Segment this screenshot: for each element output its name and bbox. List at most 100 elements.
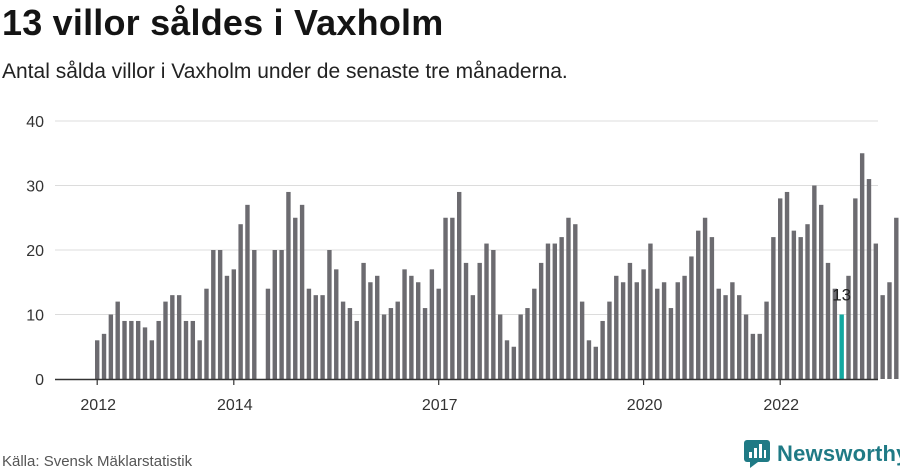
bar bbox=[443, 217, 448, 379]
bar bbox=[279, 250, 284, 379]
bar bbox=[812, 185, 817, 379]
bar bbox=[299, 204, 305, 379]
bar bbox=[286, 191, 291, 379]
bar bbox=[163, 301, 168, 379]
bar bbox=[586, 340, 592, 379]
bar bbox=[784, 191, 790, 379]
bar bbox=[272, 250, 277, 379]
bar bbox=[422, 308, 428, 379]
bar bbox=[620, 282, 626, 379]
bar bbox=[183, 320, 189, 379]
bar bbox=[149, 340, 155, 379]
bar bbox=[778, 198, 783, 379]
bar bbox=[566, 217, 571, 379]
bar bbox=[238, 224, 243, 379]
bar bbox=[859, 153, 865, 379]
bar bbox=[108, 314, 114, 379]
bar bbox=[552, 243, 558, 379]
bar bbox=[497, 314, 503, 379]
y-tick-label: 40 bbox=[26, 114, 44, 131]
bar bbox=[456, 191, 462, 379]
bar bbox=[224, 275, 230, 379]
bar bbox=[866, 179, 872, 379]
bar bbox=[129, 320, 134, 379]
bar bbox=[197, 340, 202, 379]
bar bbox=[142, 327, 148, 379]
bar bbox=[873, 243, 879, 379]
bar bbox=[853, 198, 858, 379]
bar bbox=[340, 301, 346, 379]
bar bbox=[388, 308, 394, 379]
bar bbox=[170, 295, 175, 379]
bar bbox=[518, 314, 523, 379]
bar bbox=[381, 314, 387, 379]
bar bbox=[709, 237, 715, 379]
bar bbox=[545, 243, 551, 379]
y-tick-label: 20 bbox=[26, 243, 44, 260]
bar bbox=[682, 275, 687, 379]
bar bbox=[743, 314, 749, 379]
bar bbox=[327, 250, 332, 379]
bar bbox=[176, 295, 182, 379]
bar bbox=[368, 282, 373, 379]
bar bbox=[361, 262, 366, 379]
bar bbox=[231, 269, 236, 379]
bar bbox=[245, 204, 250, 379]
bar bbox=[846, 275, 851, 379]
bar bbox=[265, 288, 271, 379]
bar bbox=[217, 250, 223, 379]
bar bbox=[696, 230, 701, 379]
bar bbox=[791, 230, 797, 379]
y-tick-label: 30 bbox=[26, 179, 44, 196]
bar bbox=[375, 275, 380, 379]
brand-name: Newsworthy bbox=[777, 441, 900, 466]
bar bbox=[750, 333, 756, 379]
bar bbox=[306, 288, 312, 379]
bar bbox=[436, 288, 441, 379]
y-tick-label: 10 bbox=[26, 308, 44, 325]
bar bbox=[313, 295, 318, 379]
chart-title: 13 villor såldes i Vaxholm bbox=[2, 2, 444, 43]
source-note: Källa: Svensk Mäklarstatistik bbox=[2, 453, 193, 470]
bar bbox=[627, 262, 633, 379]
brand-logo[interactable]: Newsworthy bbox=[744, 440, 900, 468]
newsworthy-logo-icon bbox=[744, 440, 770, 468]
bar bbox=[491, 250, 496, 379]
bar bbox=[135, 320, 141, 379]
bar bbox=[579, 301, 585, 379]
bar bbox=[716, 288, 721, 379]
bar bbox=[409, 275, 414, 379]
bar bbox=[122, 320, 127, 379]
bar bbox=[334, 269, 339, 379]
bar bbox=[887, 282, 892, 379]
bar bbox=[470, 295, 476, 379]
bar bbox=[115, 301, 120, 379]
bar bbox=[607, 301, 612, 379]
bar bbox=[825, 262, 831, 379]
bar bbox=[730, 282, 735, 379]
bar bbox=[477, 262, 482, 379]
bar bbox=[668, 308, 674, 379]
bar-chart: 0 10 20 30 40 2012 2014 2017 2020 2022 13 bbox=[26, 114, 899, 414]
bar bbox=[757, 333, 762, 379]
bar bbox=[204, 288, 209, 379]
bar bbox=[463, 262, 469, 379]
y-tick-label: 0 bbox=[35, 372, 44, 389]
bar bbox=[101, 333, 107, 379]
x-tick-label: 2014 bbox=[217, 397, 253, 414]
bar bbox=[504, 340, 510, 379]
bar-highlight bbox=[839, 314, 844, 379]
bar bbox=[655, 288, 660, 379]
bar bbox=[832, 288, 838, 379]
bar bbox=[525, 308, 530, 379]
bar bbox=[634, 282, 639, 379]
bar bbox=[416, 282, 421, 379]
bar bbox=[559, 237, 564, 379]
bar bbox=[511, 346, 517, 379]
bar bbox=[395, 301, 400, 379]
bar bbox=[805, 224, 810, 379]
bar bbox=[532, 288, 537, 379]
bar bbox=[689, 256, 694, 379]
x-tick-label: 2020 bbox=[627, 397, 663, 414]
bar bbox=[600, 320, 605, 379]
